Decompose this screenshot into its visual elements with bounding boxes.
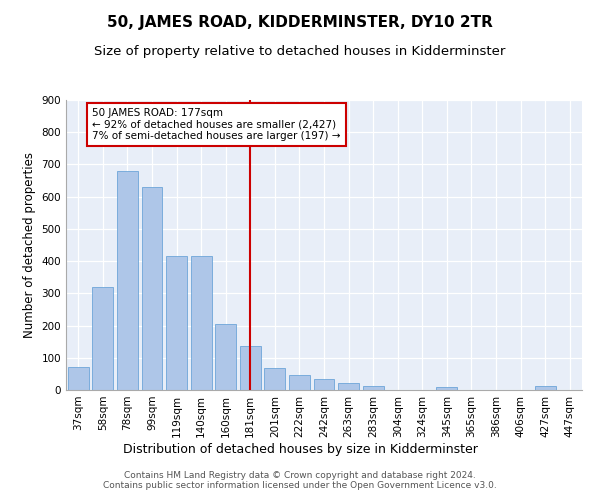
- Bar: [191, 256, 212, 390]
- Bar: [240, 346, 261, 390]
- Bar: [338, 383, 359, 390]
- Bar: [166, 256, 187, 390]
- Bar: [314, 378, 334, 390]
- Bar: [362, 386, 383, 390]
- Bar: [117, 171, 138, 390]
- Bar: [289, 375, 310, 390]
- Bar: [436, 388, 457, 390]
- Y-axis label: Number of detached properties: Number of detached properties: [23, 152, 36, 338]
- Bar: [215, 324, 236, 390]
- Bar: [535, 386, 556, 390]
- Text: Contains HM Land Registry data © Crown copyright and database right 2024.
Contai: Contains HM Land Registry data © Crown c…: [103, 470, 497, 490]
- Bar: [68, 368, 89, 390]
- Text: Size of property relative to detached houses in Kidderminster: Size of property relative to detached ho…: [94, 45, 506, 58]
- Bar: [265, 368, 286, 390]
- Text: Distribution of detached houses by size in Kidderminster: Distribution of detached houses by size …: [122, 442, 478, 456]
- Text: 50, JAMES ROAD, KIDDERMINSTER, DY10 2TR: 50, JAMES ROAD, KIDDERMINSTER, DY10 2TR: [107, 15, 493, 30]
- Text: 50 JAMES ROAD: 177sqm
← 92% of detached houses are smaller (2,427)
7% of semi-de: 50 JAMES ROAD: 177sqm ← 92% of detached …: [92, 108, 340, 142]
- Bar: [92, 287, 113, 390]
- Bar: [142, 187, 163, 390]
